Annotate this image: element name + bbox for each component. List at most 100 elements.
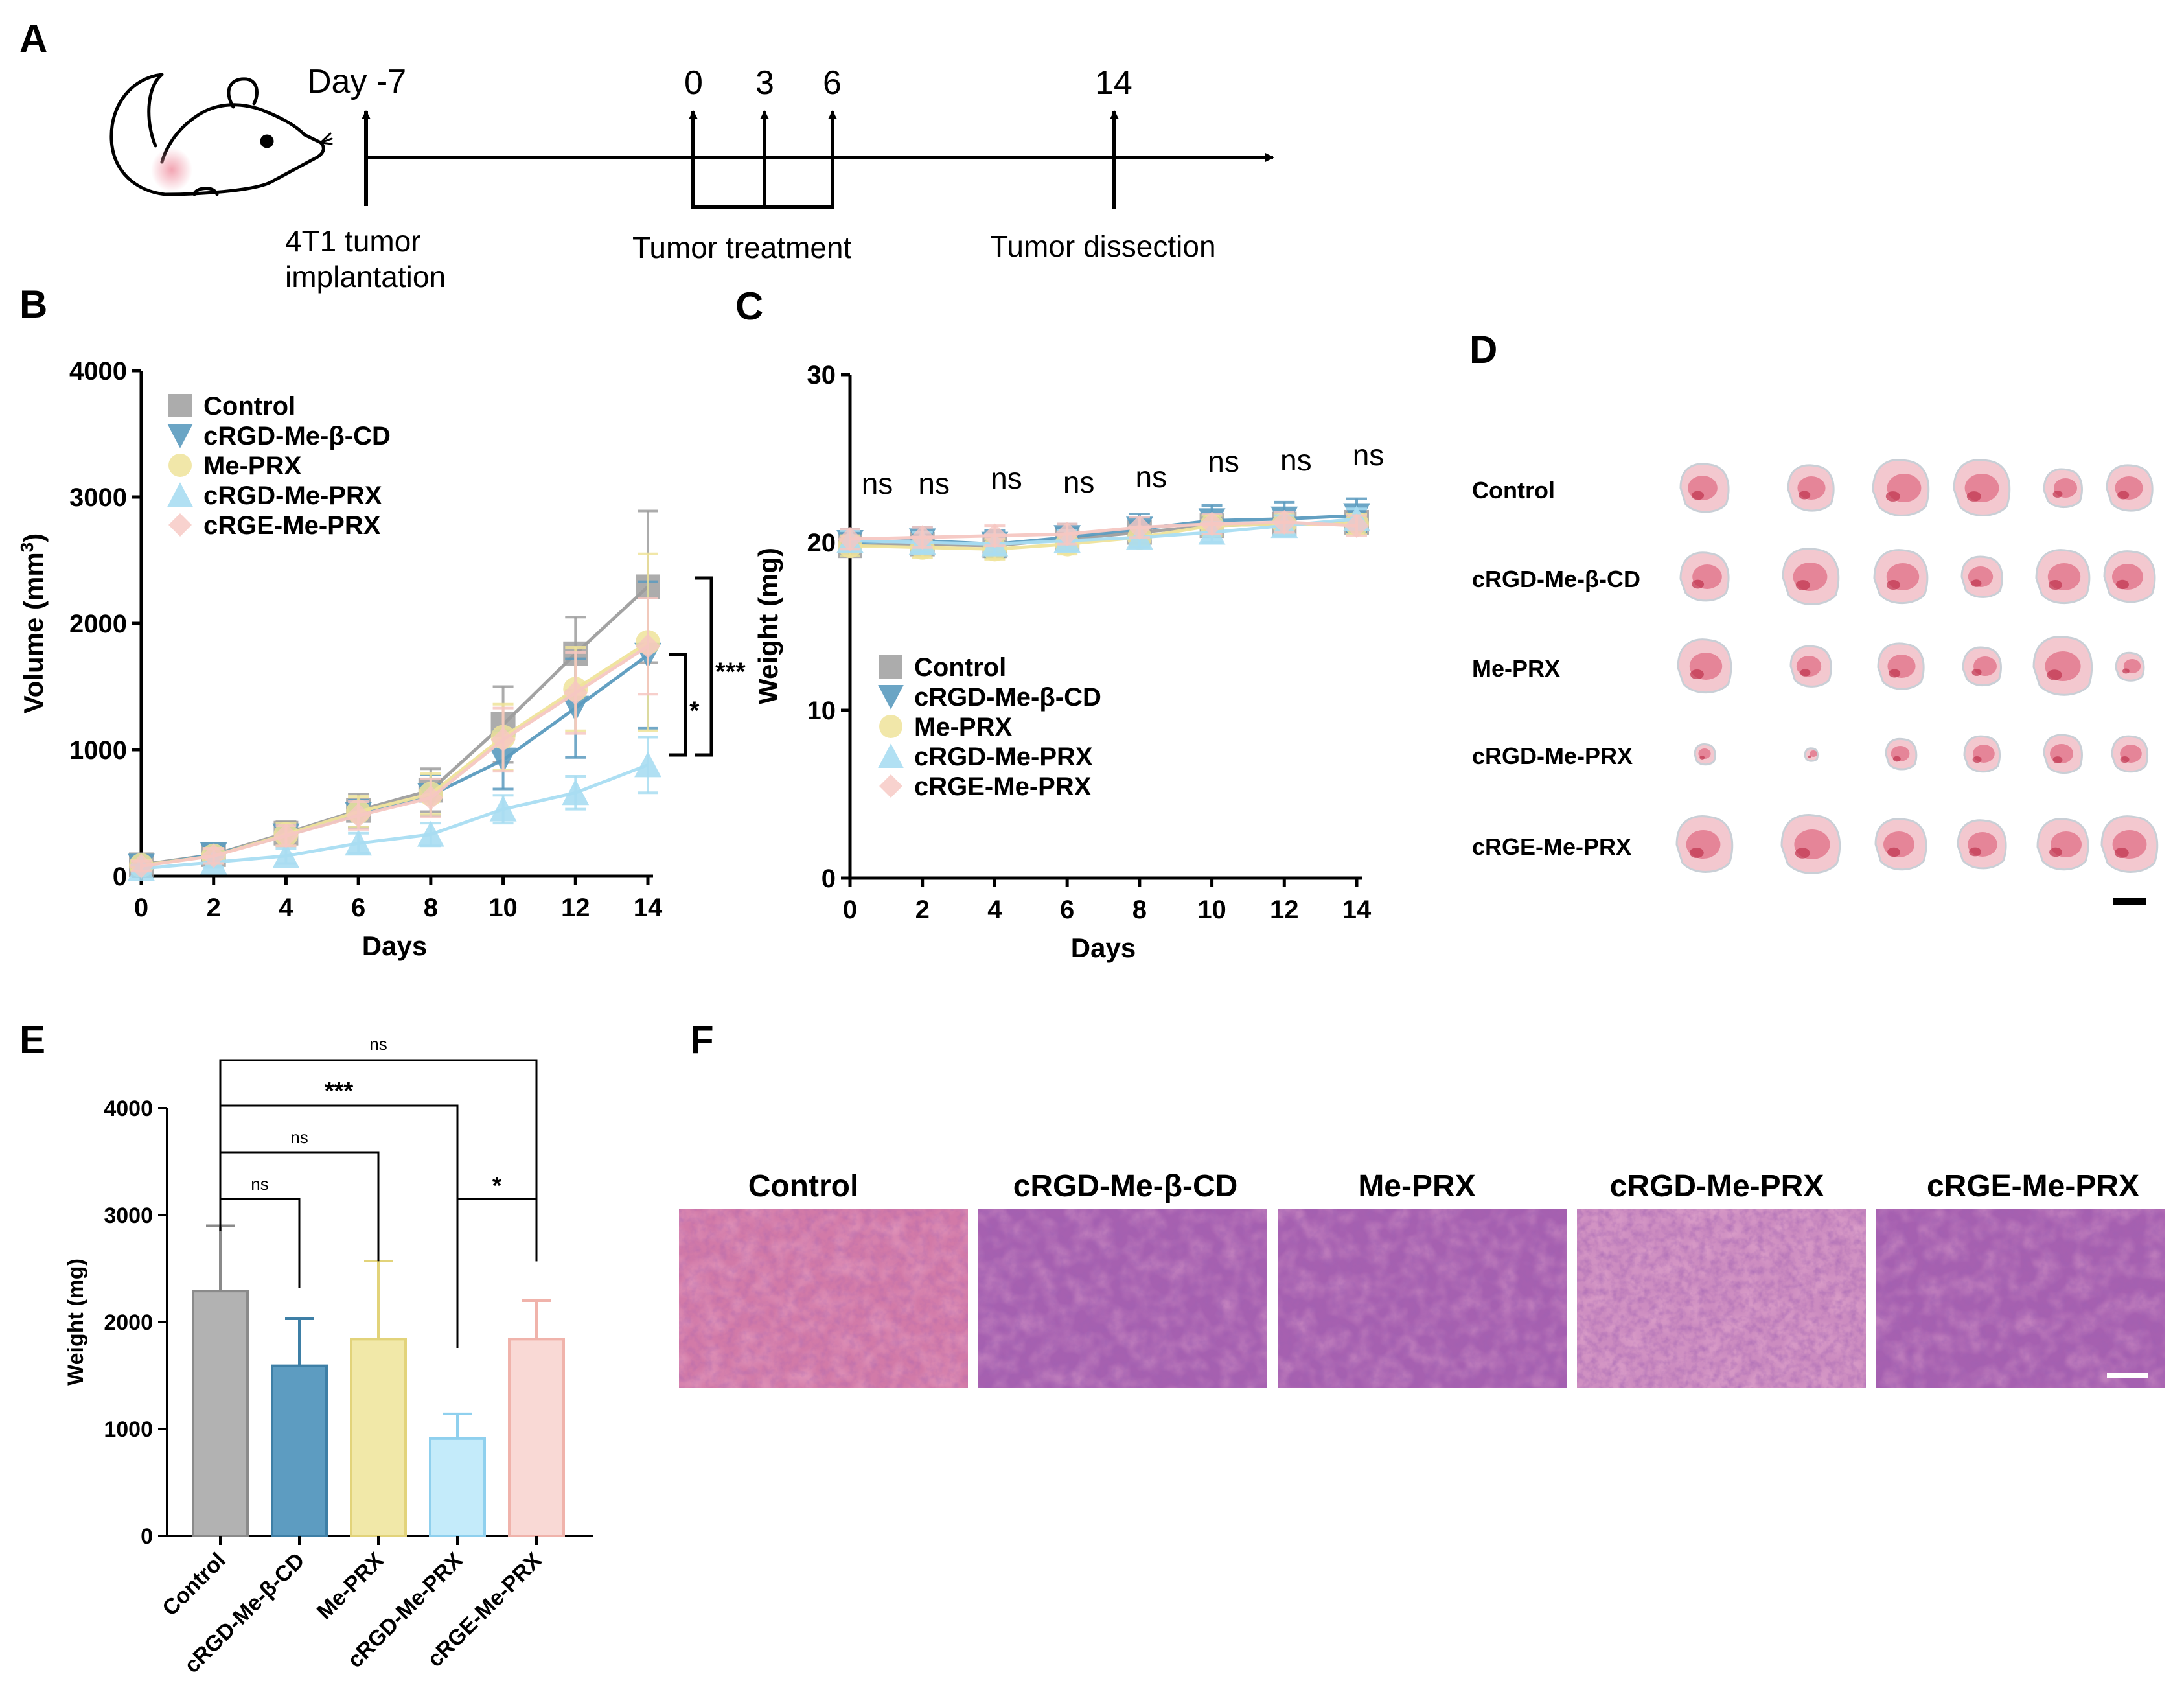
he-title: cRGE-Me-PRX: [1927, 1169, 2139, 1203]
bar-4: [508, 1338, 565, 1537]
data-point: [562, 779, 590, 806]
timeline-tick-0: 0: [684, 64, 703, 102]
tumor-photo-icon: [2100, 815, 2159, 873]
x-tick-label: 8: [1132, 896, 1147, 924]
bar-0: [192, 1290, 249, 1538]
tumor-photo-icon: [1957, 819, 2007, 870]
x-tick-label: 4: [279, 894, 293, 922]
significance-bracket: [456, 1198, 538, 1314]
data-point: [201, 843, 226, 868]
tumor-spot: [1799, 491, 1811, 500]
tumor-photo-icon: [1677, 638, 1732, 694]
data-point: [418, 785, 443, 811]
legend-label: cRGE-Me-PRX: [914, 772, 1092, 801]
y-axis-label: Weight (mg): [63, 1258, 88, 1386]
tumor-row-label: cRGD-Me-PRX: [1472, 743, 1633, 769]
x-tick-label: 4: [987, 896, 1002, 924]
y-tick-label: 4000: [104, 1096, 153, 1121]
tumor-spot: [1972, 756, 1982, 763]
legend-label: Control: [914, 653, 1006, 682]
tumor-photo-icon: [1694, 743, 1716, 766]
tumor-photo-icon: [1953, 459, 2011, 516]
series-line-4: [849, 520, 1357, 541]
data-point: [1055, 522, 1080, 547]
tumor-spot: [1971, 579, 1982, 587]
significance-label: ***: [715, 658, 746, 686]
legend-label: cRGE-Me-PRX: [203, 511, 381, 540]
tumor-photo-icon: [1679, 551, 1730, 602]
tumor-spot: [2052, 756, 2063, 763]
tumor-spot: [1966, 491, 1981, 502]
chart-b-tumor-volume: 0 2 4 6 8 10 12 1401000200030004000ControlcRGD-…: [17, 357, 746, 961]
significance-bracket: [219, 1059, 538, 1262]
tumor-spot: [2117, 491, 2130, 500]
x-tick-label: 10: [489, 894, 518, 922]
significance-bracket-inner: [669, 653, 687, 757]
tumor-photo-icon: [2043, 734, 2083, 774]
tumor-spot: [2122, 668, 2130, 674]
tumor-spot: [1969, 847, 1982, 857]
legend-label: cRGD-Me-β-CD: [914, 683, 1101, 712]
tumor-photo-icon: [2103, 550, 2156, 603]
data-point: [273, 823, 299, 848]
significance-label: ns: [290, 1128, 308, 1147]
y-tick-label: 1000: [69, 736, 127, 765]
tumor-spot: [1808, 755, 1811, 758]
legend-label: Me-PRX: [914, 713, 1012, 741]
timeline-dissection-label: Tumor dissection: [990, 229, 1216, 263]
x-tick-label: 6: [351, 894, 365, 922]
data-point: [838, 526, 862, 551]
data-point: [346, 803, 371, 828]
he-scale-bar: [2107, 1373, 2148, 1378]
x-tick-label: 12: [1270, 896, 1299, 924]
ns-label: ns: [1063, 465, 1095, 499]
y-tick-label: 0: [113, 863, 127, 891]
tumor-vessel: [1810, 750, 1817, 757]
x-tick-label: Control: [157, 1548, 230, 1621]
y-tick-label: 3000: [104, 1203, 153, 1228]
x-tick-label: 2: [207, 894, 221, 922]
x-tick-label: 10: [1197, 896, 1226, 924]
y-axis-label: Weight (mg): [753, 548, 783, 704]
panel-label-a: A: [19, 17, 47, 60]
y-tick-label: 30: [807, 361, 836, 389]
data-point: [1199, 511, 1224, 537]
x-tick-label: 0: [843, 896, 857, 924]
tumor-photo-icon: [2115, 651, 2145, 682]
legend-marker: [167, 424, 193, 448]
mouse-icon: [109, 73, 333, 196]
he-title: Me-PRX: [1358, 1169, 1475, 1203]
legend-label: cRGD-Me-PRX: [203, 481, 382, 510]
tumor-photo-icon: [2036, 818, 2089, 871]
x-tick-label: 2: [915, 896, 930, 924]
x-tick-label: Me-PRX: [312, 1548, 389, 1625]
tumor-row-label: cRGD-Me-β-CD: [1472, 566, 1640, 592]
tumor-spot: [2049, 847, 2062, 857]
he-title: cRGD-Me-PRX: [1610, 1169, 1824, 1203]
tumor-photo-icon: [1789, 645, 1832, 688]
ns-label: ns: [1136, 460, 1167, 494]
timeline-tick-14: 14: [1095, 64, 1132, 102]
timeline-tick-6: 6: [823, 64, 842, 102]
tumor-photo-icon: [1782, 548, 1840, 605]
he-title: cRGD-Me-β-CD: [1013, 1169, 1238, 1203]
he-stain-panel: Control cRGD-Me-β-CD Me-PRX cRGD-Me-PRX cRGE…: [679, 1169, 2165, 1388]
data-point: [634, 751, 661, 778]
tumor-spot: [1689, 848, 1704, 858]
y-tick-label: 2000: [69, 610, 127, 638]
series-line-4: [141, 644, 649, 868]
legend-marker: [168, 513, 192, 537]
tumor-photo-icon: [1873, 549, 1929, 605]
series-line-0: [141, 585, 649, 866]
significance-label: ns: [369, 1034, 387, 1054]
data-point: [1272, 509, 1297, 535]
data-point: [490, 727, 516, 752]
tumor-row-label: cRGE-Me-PRX: [1472, 833, 1631, 860]
x-axis-label: Days: [362, 931, 427, 961]
y-tick-label: 3000: [69, 483, 127, 512]
tumor-spot: [1692, 579, 1705, 589]
data-point: [489, 795, 517, 822]
he-title: Control: [748, 1169, 859, 1203]
significance-label: ns: [251, 1174, 268, 1194]
chart-c-body-weight: 0 2 4 6 8 10 12 14 0 10 20 30 ControlcRGD-Me-β-CDMe-…: [753, 361, 1384, 963]
